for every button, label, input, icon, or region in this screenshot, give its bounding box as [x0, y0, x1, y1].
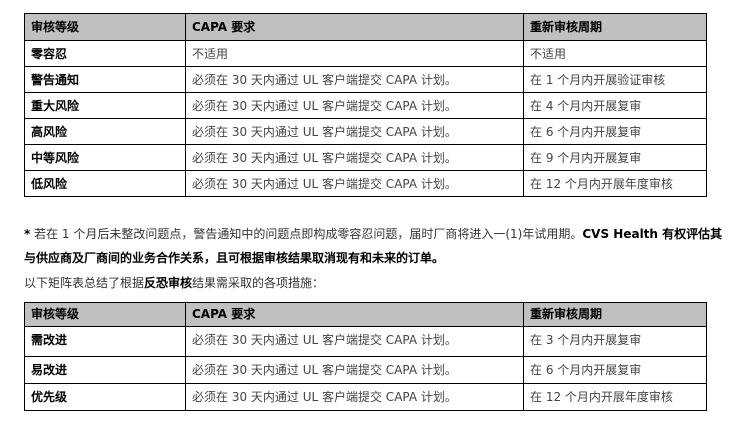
period-cell: 在 12 个月内开展年度审核 [523, 170, 707, 197]
level-cell: 需改进 [24, 326, 186, 357]
table-row: 高风险 必须在 30 天内通过 UL 客户端提交 CAPA 计划。在 6 个月内开… [24, 118, 707, 145]
level-cell: 优先级 [24, 383, 186, 411]
capa-cell: 必须在 30 天内通过 UL 客户端提交 CAPA 计划。 [185, 118, 524, 145]
level-cell: 重大风险 [24, 92, 186, 119]
table-row: 需改进 必须在 30 天内通过 UL 客户端提交 CAPA 计划。在 3 个月内开… [24, 326, 707, 357]
period-cell: 在 4 个月内开展复审 [523, 92, 707, 119]
level-cell: 警告通知 [24, 66, 186, 93]
level-cell: 易改进 [24, 356, 186, 384]
capa-cell: 必须在 30 天内通过 UL 客户端提交 CAPA 计划。 [185, 144, 524, 171]
header-capa: CAPA 要求 [185, 302, 524, 327]
level-cell: 中等风险 [24, 144, 186, 171]
table-row: 重大风险 必须在 30 天内通过 UL 客户端提交 CAPA 计划。在 4 个月内… [24, 92, 707, 119]
header-reaudit-period: 重新审核周期 [523, 302, 707, 327]
period-cell: 在 12 个月内开展年度审核 [523, 383, 707, 411]
capa-cell: 必须在 30 天内通过 UL 客户端提交 CAPA 计划。 [185, 92, 524, 119]
capa-cell: 不适用 [185, 40, 524, 67]
period-cell: 在 1 个月内开展验证审核 [523, 66, 707, 93]
footnote-bold-text: CVS Health 有权评估其与供应商及厂商间的业务合作关系，且可根据审核结果… [24, 227, 723, 265]
header-audit-level: 审核等级 [24, 13, 186, 41]
period-cell: 在 3 个月内开展复审 [523, 326, 707, 357]
period-cell: 不适用 [523, 40, 707, 67]
header-audit-level: 审核等级 [24, 302, 186, 327]
capa-cell: 必须在 30 天内通过 UL 客户端提交 CAPA 计划。 [185, 383, 524, 411]
table-row: 易改进 必须在 30 天内通过 UL 客户端提交 CAPA 计划。在 6 个月内开… [24, 356, 707, 384]
table-row: 优先级 必须在 30 天内通过 UL 客户端提交 CAPA 计划。在 12 个月内… [24, 383, 707, 411]
capa-cell: 必须在 30 天内通过 UL 客户端提交 CAPA 计划。 [185, 326, 524, 357]
period-cell: 在 6 个月内开展复审 [523, 118, 707, 145]
period-cell: 在 6 个月内开展复审 [523, 356, 707, 384]
anti-terrorism-audit-table: 审核等级 CAPA 要求 重新审核周期 需改进 必须在 30 天内通过 UL 客户… [24, 302, 707, 411]
capa-cell: 必须在 30 天内通过 UL 客户端提交 CAPA 计划。 [185, 356, 524, 384]
table-row: 中等风险 必须在 30 天内通过 UL 客户端提交 CAPA 计划。在 9 个月内… [24, 144, 707, 171]
footnote-star: * [24, 227, 31, 241]
period-cell: 在 9 个月内开展复审 [523, 144, 707, 171]
footnote: * 若在 1 个月后未整改问题点，警告通知中的问题点即构成零容忍问题，届时厂商将… [24, 222, 724, 270]
level-cell: 高风险 [24, 118, 186, 145]
capa-cell: 必须在 30 天内通过 UL 客户端提交 CAPA 计划。 [185, 66, 524, 93]
header-capa: CAPA 要求 [185, 13, 524, 41]
table-row: 低风险 必须在 30 天内通过 UL 客户端提交 CAPA 计划。在 12 个月内… [24, 170, 707, 197]
intro-paragraph: 以下矩阵表总结了根据反恐审核结果需采取的各项措施： [24, 271, 724, 295]
level-cell: 零容忍 [24, 40, 186, 67]
capa-cell: 必须在 30 天内通过 UL 客户端提交 CAPA 计划。 [185, 170, 524, 197]
intro-bold: 反恐审核 [144, 276, 193, 290]
table-header-row: 审核等级 CAPA 要求 重新审核周期 [24, 302, 707, 327]
table-row: 警告通知 必须在 30 天内通过 UL 客户端提交 CAPA 计划。在 1 个月内… [24, 66, 707, 93]
table-row: 零容忍 不适用 不适用 [24, 40, 707, 67]
intro-before: 以下矩阵表总结了根据 [24, 276, 145, 290]
audit-level-table: 审核等级 CAPA 要求 重新审核周期 零容忍 不适用 不适用 警告通知 必须在 30… [24, 13, 707, 197]
header-reaudit-period: 重新审核周期 [523, 13, 707, 41]
intro-after: 结果需采取的各项措施： [192, 276, 325, 290]
level-cell: 低风险 [24, 170, 186, 197]
footnote-text: 若在 1 个月后未整改问题点，警告通知中的问题点即构成零容忍问题，届时厂商将进入… [30, 227, 583, 241]
table-header-row: 审核等级 CAPA 要求 重新审核周期 [24, 13, 707, 41]
